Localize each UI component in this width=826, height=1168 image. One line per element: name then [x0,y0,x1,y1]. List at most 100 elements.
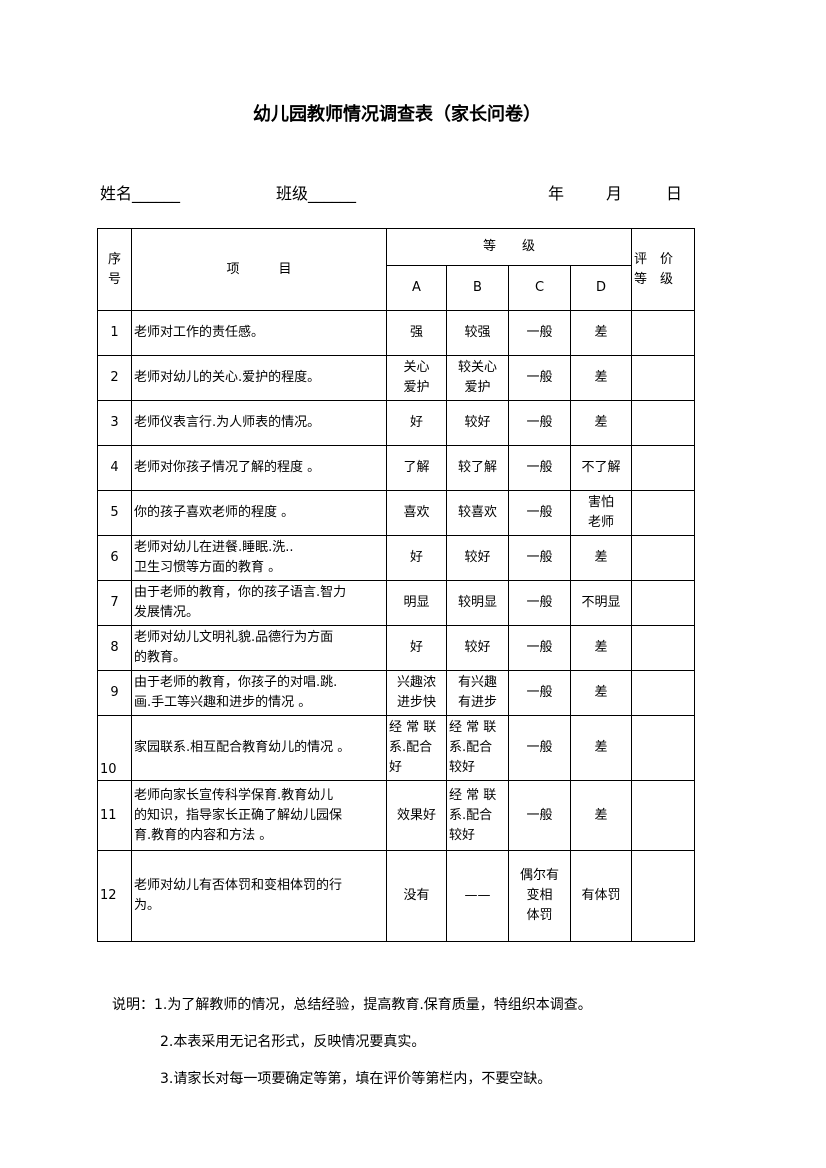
grade-a-cell: 没有 [386,850,447,942]
grade-b-cell: 较明显 [446,580,509,626]
note-2: 2.本表采用无记名形式，反映情况要真实。 [160,1034,426,1050]
evaluation-input-cell[interactable] [631,580,695,626]
grade-a-cell: 好 [386,625,447,671]
table-row: 11 老师向家长宣传科学保育.教育幼儿 的知识，指导家长正确了解幼儿园保 育.教育… [97,780,695,851]
grade-d-cell: 不明显 [570,580,632,626]
item-cell: 老师向家长宣传科学保育.教育幼儿 的知识，指导家长正确了解幼儿园保 育.教育的内… [131,780,387,851]
grade-a-cell: 效果好 [386,780,447,851]
grade-b-cell: 经 常 联 系.配合 较好 [446,780,509,851]
table-row: 9 由于老师的教育，你孩子的对唱.跳. 画.手工等兴趣和进步的情况 。兴趣浓 进步… [97,670,695,716]
seq-cell: 8 [97,625,132,671]
grade-a-cell: 关心 爱护 [386,355,447,401]
grade-b-cell: 较好 [446,625,509,671]
grade-c-cell: 一般 [508,355,571,401]
table-row: 6 老师对幼儿在进餐.睡眠.洗.. 卫生习惯等方面的教育 。好较好 一般差 [97,535,695,581]
evaluation-input-cell[interactable] [631,310,695,356]
header-eval: 评 价 等 级 [631,228,695,311]
evaluation-input-cell[interactable] [631,850,695,942]
name-field-label: 姓名______ [100,184,181,203]
seq-cell: 6 [97,535,132,581]
seq-cell: 10 [97,715,132,781]
header-item: 项 目 [131,228,387,311]
evaluation-input-cell[interactable] [631,400,695,446]
grade-a-cell: 明显 [386,580,447,626]
table-row: 1 老师对工作的责任感。强较强 一般差 [97,310,695,356]
table-row: 8 老师对幼儿文明礼貌.品德行为方面 的教育。好较好 一般差 [97,625,695,671]
grade-c: C [508,265,571,311]
grade-b-cell: 经 常 联 系.配合 较好 [446,715,509,781]
seq-cell: 5 [97,490,132,536]
evaluation-input-cell[interactable] [631,535,695,581]
grade-d-cell: 差 [570,715,632,781]
class-field-label: 班级______ [276,184,357,203]
item-cell: 老师仪表言行.为人师表的情况。 [131,400,387,446]
item-cell: 你的孩子喜欢老师的程度 。 [131,490,387,536]
table-row: 4 老师对你孩子情况了解的程度 。了解 较了解 一般 不了解 [97,445,695,491]
evaluation-input-cell[interactable] [631,490,695,536]
grade-c-cell: 一般 [508,445,571,491]
item-cell: 由于老师的教育，你的孩子语言.智力 发展情况。 [131,580,387,626]
grade-c-cell: 一般 [508,535,571,581]
month-label: 月 [606,184,623,203]
grade-c-cell: 一般 [508,715,571,781]
grade-a-cell: 强 [386,310,447,356]
item-cell: 由于老师的教育，你孩子的对唱.跳. 画.手工等兴趣和进步的情况 。 [131,670,387,716]
grade-d-cell: 有体罚 [570,850,632,942]
item-cell: 老师对幼儿文明礼貌.品德行为方面 的教育。 [131,625,387,671]
item-cell: 家园联系.相互配合教育幼儿的情况 。 [131,715,387,781]
grade-b-cell: —— [446,850,509,942]
grade-a-cell: 好 [386,535,447,581]
item-cell: 老师对工作的责任感。 [131,310,387,356]
evaluation-input-cell[interactable] [631,780,695,851]
note-1: 说明：1.为了解教师的情况，总结经验，提高教育.保育质量，特组织本调查。 [112,997,592,1013]
table-row: 5 你的孩子喜欢老师的程度 。喜欢 较喜欢 一般 害怕 老师 [97,490,695,536]
grade-d-cell: 差 [570,355,632,401]
survey-table: 序 号 项 目 等 级 评 价 等 级 A B C D 1 老师对工作的责任感。强… [97,228,695,942]
item-cell: 老师对幼儿有否体罚和变相体罚的行 为。 [131,850,387,942]
grade-d-cell: 差 [570,310,632,356]
grade-d-cell: 差 [570,400,632,446]
item-cell: 老师对幼儿在进餐.睡眠.洗.. 卫生习惯等方面的教育 。 [131,535,387,581]
grade-a-cell: 喜欢 [386,490,447,536]
grade-d-cell: 差 [570,625,632,671]
evaluation-input-cell[interactable] [631,445,695,491]
grade-c-cell: 一般 [508,490,571,536]
grade-a-cell: 兴趣浓 进步快 [386,670,447,716]
grade-d-cell: 害怕 老师 [570,490,632,536]
grade-d: D [570,265,632,311]
page-title: 幼儿园教师情况调查表（家长问卷） [253,104,541,125]
seq-cell: 7 [97,580,132,626]
seq-cell: 2 [97,355,132,401]
grade-c-cell: 一般 [508,400,571,446]
table-row: 12 老师对幼儿有否体罚和变相体罚的行 为。 没有 —— 偶尔有 变相 体罚 有体罚 [97,850,695,942]
grade-c-cell: 一般 [508,625,571,671]
table-row: 10 家园联系.相互配合教育幼儿的情况 。经 常 联 系.配合 好经 常 联 系.… [97,715,695,781]
table-row: 2 老师对幼儿的关心.爱护的程度。 关心 爱护 较关心 爱护 一般差 [97,355,695,401]
grade-b-cell: 较了解 [446,445,509,491]
grade-a-cell: 了解 [386,445,447,491]
grade-a-cell: 好 [386,400,447,446]
table-row: 7 由于老师的教育，你的孩子语言.智力 发展情况。 明显 较明显 一般 不明显 [97,580,695,626]
item-cell: 老师对你孩子情况了解的程度 。 [131,445,387,491]
grade-d-cell: 差 [570,670,632,716]
year-label: 年 [548,184,565,203]
evaluation-input-cell[interactable] [631,670,695,716]
grade-d-cell: 差 [570,535,632,581]
grade-b-cell: 有兴趣 有进步 [446,670,509,716]
grade-d-cell: 不了解 [570,445,632,491]
grade-c-cell: 一般 [508,780,571,851]
evaluation-input-cell[interactable] [631,625,695,671]
grade-d-cell: 差 [570,780,632,851]
grade-b: B [446,265,509,311]
seq-cell: 12 [97,850,132,942]
evaluation-input-cell[interactable] [631,715,695,781]
grade-c-cell: 一般 [508,310,571,356]
seq-cell: 9 [97,670,132,716]
evaluation-input-cell[interactable] [631,355,695,401]
day-label: 日 [666,184,683,203]
grade-b-cell: 较关心 爱护 [446,355,509,401]
grade-c-cell: 一般 [508,580,571,626]
grade-b-cell: 较喜欢 [446,490,509,536]
header-grade: 等 级 [386,228,632,266]
